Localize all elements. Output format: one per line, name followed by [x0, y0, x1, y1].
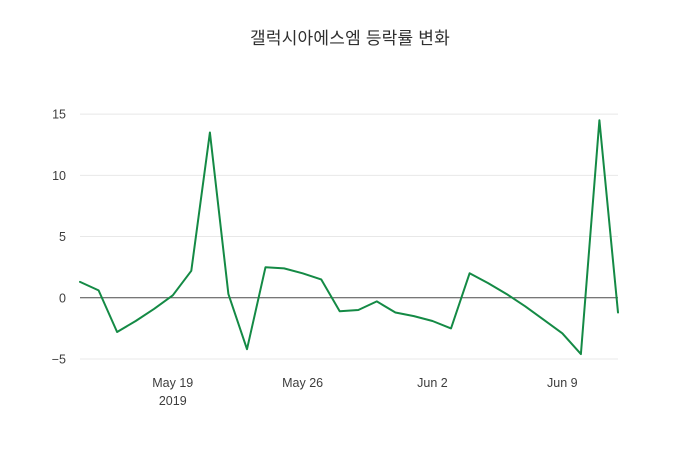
y-tick-label: 5: [59, 230, 66, 244]
chart-title: 갤럭시아에스엠 등락률 변화: [250, 29, 450, 48]
x-tick-label: Jun 2: [417, 376, 448, 390]
y-tick-label: −5: [52, 352, 66, 366]
series-line: [79, 119, 619, 356]
y-tick-label: 10: [52, 169, 66, 183]
y-tick-label: 0: [59, 291, 66, 305]
x-tick-label: May 26: [282, 376, 323, 390]
x-tick-label: May 19: [152, 376, 193, 390]
y-tick-label: 15: [52, 108, 66, 122]
x-tick-year-label: 2019: [159, 394, 187, 408]
x-tick-label: Jun 9: [547, 376, 578, 390]
